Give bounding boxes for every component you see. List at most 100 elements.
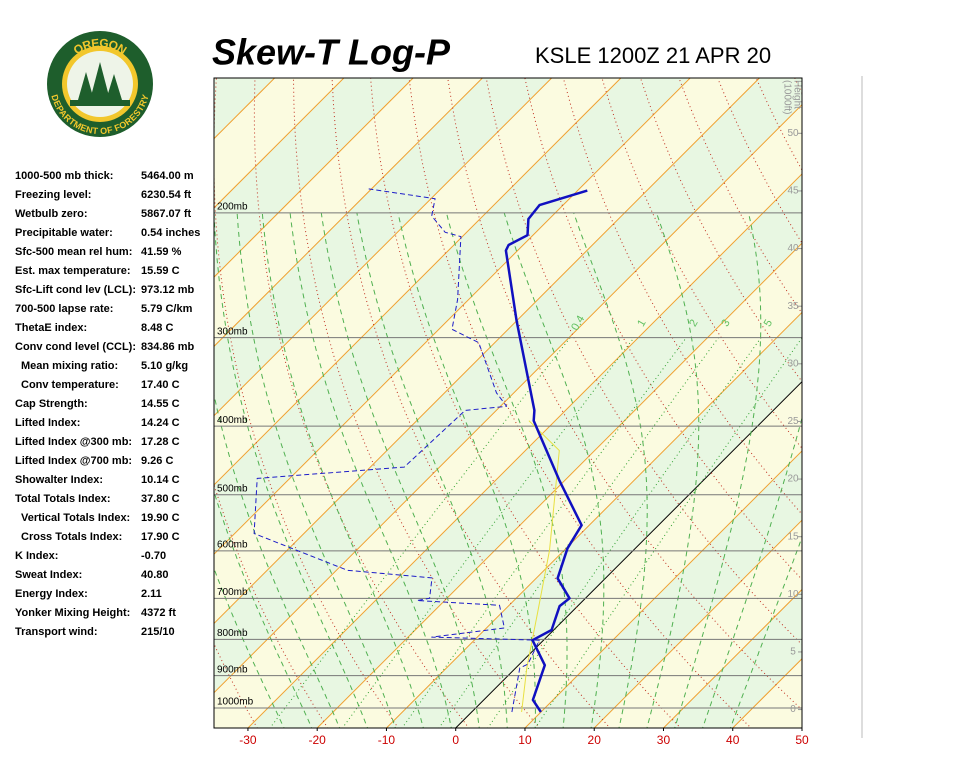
x-tick-label: 40: [726, 733, 740, 747]
y2-axis-label: (1000ft): [781, 80, 792, 114]
x-tick-label: 30: [657, 733, 671, 747]
profile-line: [504, 189, 588, 713]
y2-tick-label: 5: [790, 647, 796, 658]
profile-line: [521, 420, 560, 713]
stat-value: 17.90 C: [141, 531, 180, 543]
stat-value: 14.55 C: [141, 398, 180, 410]
moist-adiabat: [397, 212, 536, 728]
isotherm: [316, 242, 802, 728]
moist-adiabat: [446, 212, 568, 728]
y-tick-label: 1000mb: [217, 697, 254, 708]
stat-value: 37.80 C: [141, 493, 180, 505]
stat-label: Showalter Index:: [15, 474, 104, 486]
moist-adiabat: [320, 212, 480, 728]
stat-row: 1000-500 mb thick: 5464.00 m: [15, 167, 194, 186]
temperature-band: [214, 104, 802, 728]
stat-label: Sweat Index:: [15, 569, 83, 581]
stat-row: Vertical Totals Index: 19.90 C: [15, 509, 180, 528]
stat-value: 973.12 mb: [141, 284, 195, 296]
y2-tick-label: 30: [787, 358, 799, 369]
stat-label: Conv temperature:: [21, 379, 119, 391]
isotherm: [214, 78, 414, 278]
isotherm: [214, 78, 691, 555]
stat-label: Lifted Index @300 mb:: [15, 436, 133, 448]
x-tick-label: -20: [309, 733, 327, 747]
isotherm: [524, 450, 802, 728]
y2-tick-label: 50: [787, 128, 799, 139]
y-tick-label: 300mb: [217, 326, 248, 337]
y2-tick-label: 20: [787, 474, 799, 485]
logo-ground: [70, 100, 130, 106]
stat-label: Cap Strength:: [15, 398, 88, 410]
moist-adiabat: [289, 212, 452, 728]
mixing-ratio-line: [401, 337, 687, 728]
moist-adiabat: [729, 536, 802, 728]
dry-adiabat: [822, 56, 960, 732]
isotherm: [801, 727, 802, 728]
stat-label: Freezing level:: [15, 189, 92, 201]
stat-row: Cap Strength: 14.55 C: [15, 395, 180, 414]
dry-adiabat: [898, 56, 960, 732]
moist-adiabat: [356, 212, 508, 728]
stats-panel: 1000-500 mb thick: 5464.00 m Freezing leve…: [15, 167, 200, 642]
y-tick-label: 900mb: [217, 664, 248, 675]
stat-row: Cross Totals Index: 17.90 C: [15, 528, 180, 547]
stat-label: Transport wind:: [15, 626, 98, 638]
stat-row: Lifted Index @300 mb: 17.28 C: [15, 433, 180, 452]
mixing-ratio-line: [438, 337, 719, 728]
stat-row: Transport wind: 215/10: [15, 623, 175, 642]
logo: OREGON DEPARTMENT OF FORESTRY: [47, 31, 153, 137]
moist-adiabat: [674, 212, 762, 728]
stat-label: Cross Totals Index:: [21, 531, 123, 543]
stat-row: Conv temperature: 17.40 C: [15, 376, 180, 395]
stat-label: Precipitable water:: [15, 227, 113, 239]
stat-value: 10.14 C: [141, 474, 180, 486]
stat-value: 15.59 C: [141, 265, 180, 277]
stat-value: 215/10: [141, 626, 175, 638]
isotherm: [214, 78, 553, 417]
y2-tick-label: 45: [787, 186, 799, 197]
dry-adiabat: [640, 78, 802, 383]
x-tick-label: 0: [452, 733, 459, 747]
moist-adiabat: [214, 212, 369, 728]
stat-value: 6230.54 ft: [141, 189, 192, 201]
chart-title: Skew-T Log-P: [212, 32, 451, 73]
moist-adiabat: [702, 416, 802, 728]
moist-adiabat: [261, 212, 424, 728]
stat-value: 5.79 C/km: [141, 303, 193, 315]
temperature-band: [802, 78, 960, 728]
y-tick-label: 600mb: [217, 540, 248, 551]
stat-row: Precipitable water: 0.54 inches: [15, 224, 200, 243]
stat-label: 700-500 lapse rate:: [15, 303, 114, 315]
mixing-ratio-label: 8: [803, 318, 816, 329]
stat-label: Wetbulb zero:: [15, 208, 88, 220]
y-tick-label: 800mb: [217, 628, 248, 639]
dry-adiabat: [370, 78, 682, 728]
isotherm: [871, 78, 960, 728]
stat-row: K Index: -0.70: [15, 547, 166, 566]
stat-label: Lifted Index @700 mb:: [15, 455, 133, 467]
stat-value: 17.28 C: [141, 436, 180, 448]
dry-adiabat: [214, 642, 258, 728]
y-tick-label: 200mb: [217, 202, 248, 213]
stat-row: ThetaE index: 8.48 C: [15, 319, 173, 338]
stat-label: Total Totals Index:: [15, 493, 111, 505]
mixing-ratio-label: 5: [762, 318, 775, 329]
isotherm: [593, 519, 802, 728]
stat-row: Lifted Index: 14.24 C: [15, 414, 180, 433]
dry-adiabat: [936, 56, 960, 732]
x-tick-label: 50: [795, 733, 809, 747]
stat-value: 0.54 inches: [141, 227, 201, 239]
plot-foreground: 1000mb 900mb 800mb 700mb 600mb 500mb 400mb 300m…: [214, 80, 809, 747]
stat-label: Sfc-Lift cond lev (LCL):: [15, 284, 136, 296]
profiles: [253, 188, 588, 713]
stat-row: Energy Index: 2.11: [15, 585, 162, 604]
stat-row: Sweat Index: 40.80: [15, 566, 169, 585]
stat-value: 9.26 C: [141, 455, 174, 467]
stat-row: Total Totals Index: 37.80 C: [15, 490, 180, 509]
stat-label: Yonker Mixing Height:: [15, 607, 131, 619]
x-tick-label: -10: [378, 733, 396, 747]
logo-top-text: OREGON: [71, 36, 129, 58]
stat-row: Yonker Mixing Height: 4372 ft: [15, 604, 176, 623]
moist-adiabat: [646, 212, 700, 728]
